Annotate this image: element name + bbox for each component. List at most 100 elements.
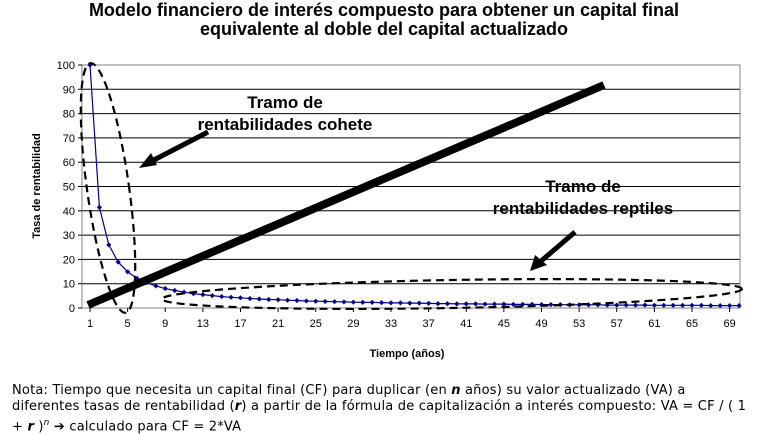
- data-point: [247, 295, 253, 302]
- data-point: [642, 302, 648, 308]
- data-point: [548, 301, 554, 308]
- annotation-reptile: Tramo de rentabilidades reptiles: [493, 177, 673, 218]
- arrow-icon: ➔: [53, 419, 66, 435]
- y-tick-label: 100: [57, 60, 75, 72]
- chart: 0 10 20 30 40 50 60 70 80 90 100 1 5 9 13 17 21 25 29 33 37…: [31, 60, 744, 360]
- data-point: [426, 300, 432, 306]
- data-point: [463, 301, 469, 307]
- data-point: [491, 301, 498, 307]
- data-point: [689, 302, 695, 308]
- footnote-text-1: Nota: Tiempo que necesita un capital fin…: [12, 383, 452, 398]
- rocket-ellipse: [79, 62, 137, 314]
- x-tick-label: 37: [422, 318, 434, 330]
- data-point: [341, 299, 347, 305]
- data-point: [256, 296, 262, 302]
- data-point: [482, 301, 488, 307]
- y-tick-label: 0: [69, 303, 75, 315]
- y-axis-label: Tasa de rentabilidad: [31, 133, 43, 239]
- data-point: [520, 301, 526, 307]
- data-point: [153, 283, 159, 289]
- x-tick-label: 65: [686, 318, 698, 330]
- footnote-text-2: años) su valor actualizado (VA) a difere…: [12, 383, 686, 414]
- x-tick-label: 9: [162, 318, 168, 330]
- trend-line-thick: [86, 81, 606, 309]
- data-point: [407, 300, 413, 306]
- data-point: [576, 302, 582, 308]
- annotation-rocket-line-1: Tramo de: [247, 93, 323, 112]
- x-axis-ticks: 1 5 9 13 17 21 25 29 33 37 41 45 49 53 57 61 65 69: [87, 308, 736, 330]
- footnote-n-symbol: n: [451, 383, 461, 398]
- data-point: [397, 300, 403, 306]
- data-point: [209, 293, 215, 299]
- data-point: [416, 300, 422, 306]
- chart-title-line-1: Modelo financiero de interés compuesto p…: [88, 0, 680, 20]
- data-point: [604, 302, 610, 308]
- footnote-exponent: n: [43, 418, 50, 428]
- data-point: [284, 297, 291, 303]
- y-tick-label: 50: [63, 182, 75, 194]
- data-point: [632, 302, 639, 308]
- x-tick-label: 25: [310, 318, 322, 330]
- data-point: [501, 301, 507, 307]
- y-tick-label: 10: [63, 279, 75, 291]
- data-point: [651, 302, 657, 308]
- x-tick-label: 5: [125, 318, 131, 330]
- data-point: [378, 300, 385, 306]
- data-point: [190, 291, 197, 297]
- y-tick-label: 60: [63, 157, 75, 169]
- data-point: [708, 302, 714, 309]
- y-tick-label: 20: [63, 254, 75, 266]
- footnote-text-4: ): [34, 419, 44, 435]
- data-point: [200, 292, 206, 298]
- x-tick-label: 45: [498, 318, 510, 330]
- data-point: [87, 62, 93, 68]
- y-tick-label: 30: [63, 230, 75, 242]
- arrow-reptile: [530, 230, 577, 271]
- data-point: [172, 287, 178, 294]
- data-point: [369, 299, 375, 306]
- data-point: [661, 302, 667, 308]
- data-point: [585, 302, 592, 308]
- annotation-rocket-line-2: rentabilidades cohete: [198, 115, 373, 134]
- grid-lines: [82, 64, 740, 285]
- y-axis-ticks: 0 10 20 30 40 50 60 70 80 90 100: [57, 60, 82, 315]
- x-tick-label: 69: [723, 318, 735, 330]
- data-point: [736, 302, 742, 309]
- data-point: [473, 301, 479, 307]
- data-point: [294, 297, 300, 304]
- y-tick-label: 90: [63, 84, 75, 96]
- y-tick-label: 40: [63, 206, 75, 218]
- chart-title-line-2: equivalente al doble del capital actuali…: [199, 19, 569, 39]
- x-axis-label: Tiempo (años): [370, 348, 445, 360]
- x-tick-label: 17: [234, 318, 246, 330]
- annotation-rocket: Tramo de rentabilidades cohete: [198, 93, 373, 134]
- data-point: [228, 294, 234, 300]
- reptile-ellipse: [160, 278, 744, 310]
- chart-title: Modelo financiero de interés compuesto p…: [0, 1, 768, 39]
- x-tick-label: 53: [573, 318, 585, 330]
- data-point: [350, 299, 356, 305]
- data-point: [115, 259, 121, 265]
- x-tick-label: 21: [272, 318, 284, 330]
- data-point: [698, 302, 704, 308]
- series-group: [87, 62, 742, 309]
- y-tick-label: 80: [63, 109, 75, 121]
- data-point: [726, 302, 733, 309]
- y-tick-label: 70: [63, 133, 75, 145]
- series-line: [89, 64, 739, 307]
- data-point: [360, 299, 366, 306]
- x-tick-label: 41: [460, 318, 472, 330]
- x-tick-label: 49: [535, 318, 547, 330]
- data-point: [331, 299, 338, 305]
- data-point: [266, 296, 272, 303]
- data-point: [125, 269, 131, 275]
- data-point: [275, 297, 281, 303]
- data-point: [106, 242, 112, 248]
- x-tick-label: 13: [197, 318, 209, 330]
- data-point: [219, 293, 225, 300]
- footnote-r-symbol: r: [234, 399, 242, 414]
- footnote-r-symbol-2: r: [27, 419, 35, 435]
- data-point: [237, 295, 244, 301]
- data-point: [162, 285, 168, 292]
- x-tick-label: 29: [347, 318, 359, 330]
